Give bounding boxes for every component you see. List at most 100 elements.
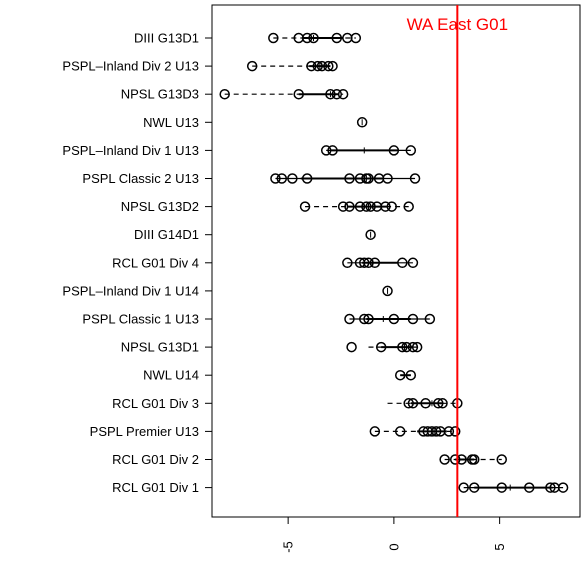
data-point [365, 201, 376, 212]
data-point [443, 426, 455, 437]
data-point [331, 32, 343, 44]
row-group [356, 117, 368, 128]
data-point [344, 313, 355, 325]
data-point [268, 32, 279, 44]
data-point [365, 229, 376, 240]
category-label: DIII G13D1 [134, 31, 199, 46]
chart-rows [219, 32, 569, 493]
row-group [394, 369, 417, 381]
data-point [449, 426, 461, 437]
data-point [557, 482, 569, 493]
row-group [219, 88, 349, 100]
data-point [411, 341, 423, 353]
data-point [276, 173, 288, 184]
data-point [375, 341, 387, 353]
data-point [397, 257, 408, 269]
row-group [458, 482, 569, 493]
category-label: PSPL Premier U13 [90, 424, 199, 439]
data-point [293, 88, 304, 100]
data-point [458, 482, 469, 493]
x-tick-label: 0 [386, 543, 401, 550]
data-point [350, 32, 362, 44]
data-point [306, 60, 317, 72]
row-group [365, 229, 376, 240]
plot-frame [211, 4, 581, 518]
data-point [545, 482, 556, 493]
row-group [439, 454, 507, 465]
data-point [359, 313, 370, 325]
data-point [219, 88, 230, 100]
data-point [299, 201, 311, 212]
data-point [270, 173, 281, 184]
category-label: PSPL Classic 2 U13 [82, 171, 199, 186]
category-label: NPSL G13D2 [121, 199, 199, 214]
data-point [403, 201, 414, 212]
data-point [394, 426, 406, 437]
data-point [394, 369, 406, 381]
data-point [449, 454, 461, 465]
data-point [405, 369, 417, 381]
category-label: RCL G01 Div 2 [112, 452, 199, 467]
data-point [337, 201, 349, 212]
data-point [369, 426, 381, 437]
row-group [387, 398, 463, 409]
row-group [382, 285, 393, 297]
data-point [439, 454, 450, 465]
data-point [382, 173, 393, 184]
data-point [407, 398, 419, 409]
data-point [327, 145, 338, 156]
data-point [337, 88, 349, 100]
category-label: NWL U13 [143, 115, 199, 130]
data-point [342, 257, 353, 269]
data-point [403, 398, 414, 409]
x-axis: -5 0 5 [281, 517, 507, 553]
data-point [312, 60, 323, 72]
category-label: PSPL Classic 1 U13 [82, 312, 199, 327]
data-point [405, 145, 417, 156]
data-point [246, 60, 258, 72]
data-point [344, 201, 355, 212]
x-tick-label: 5 [492, 543, 507, 550]
data-point [363, 173, 374, 184]
data-point [320, 145, 332, 156]
data-point [433, 398, 444, 409]
data-point [287, 173, 298, 184]
category-label: RCL G01 Div 1 [112, 480, 199, 495]
data-point [308, 32, 319, 44]
row-group [320, 145, 417, 156]
data-point [424, 313, 436, 325]
data-point [301, 173, 313, 184]
data-point [331, 88, 343, 100]
data-point [382, 285, 393, 297]
row-group [346, 341, 423, 353]
data-point [356, 117, 368, 128]
reference-label: WA East G01 [407, 15, 508, 34]
data-point [369, 257, 381, 269]
row-group [246, 60, 338, 72]
data-point [346, 341, 357, 353]
category-label: PSPL–Inland Div 2 U13 [62, 59, 199, 74]
data-point [344, 173, 355, 184]
data-point [401, 341, 412, 353]
x-tick-label: -5 [281, 541, 296, 553]
data-point [316, 60, 328, 72]
data-point [380, 201, 391, 212]
row-group [369, 426, 461, 437]
data-point [407, 341, 419, 353]
data-point [359, 257, 370, 269]
data-point [323, 60, 334, 72]
category-label: PSPL–Inland Div 1 U13 [62, 143, 199, 158]
data-point [420, 398, 431, 409]
data-point [430, 426, 442, 437]
row-group [299, 201, 414, 212]
category-label: RCL G01 Div 4 [112, 255, 199, 270]
data-point [496, 454, 507, 465]
category-label: PSPL–Inland Div 1 U14 [62, 283, 199, 298]
category-label: DIII G14D1 [134, 227, 199, 242]
category-label: NPSL G13D3 [121, 87, 199, 102]
data-point [363, 257, 374, 269]
data-point [361, 201, 372, 212]
data-point [327, 60, 338, 72]
data-point [386, 201, 398, 212]
